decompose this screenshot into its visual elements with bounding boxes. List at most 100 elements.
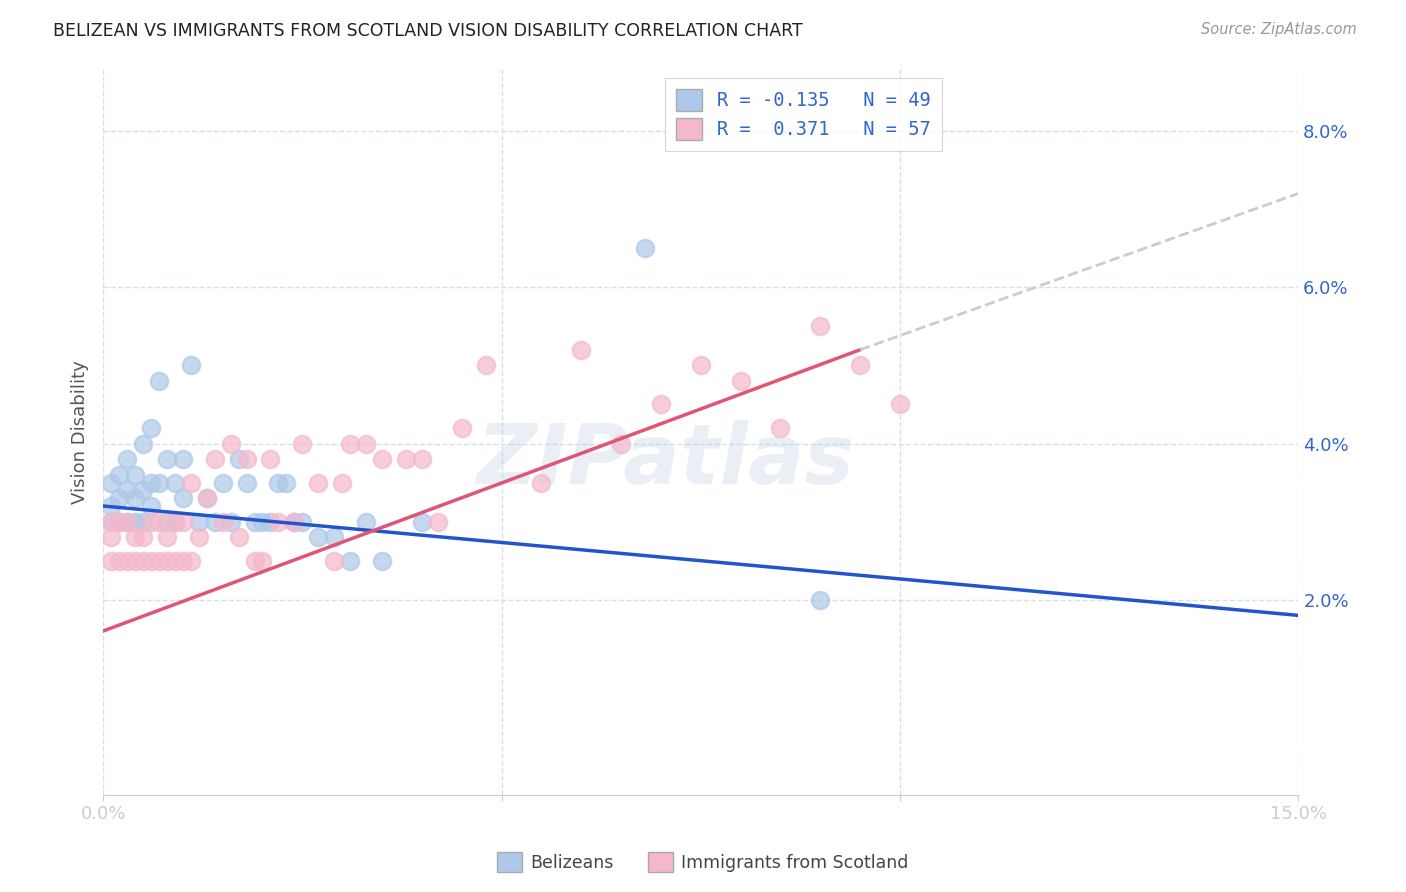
Point (124, 530, 146, 544)
Y-axis label: Vision Disability: Vision Disability (72, 359, 89, 504)
Legend: Belizeans, Immigrants from Scotland: Belizeans, Immigrants from Scotland (491, 845, 915, 879)
Point (163, 515, 186, 529)
Text: Source: ZipAtlas.com: Source: ZipAtlas.com (1201, 22, 1357, 37)
Point (228, 530, 250, 544)
Point (139, 475, 162, 490)
Point (100, 515, 122, 529)
Point (156, 452, 179, 467)
Point (108, 515, 131, 529)
Point (139, 515, 162, 529)
Point (411, 452, 433, 467)
Point (395, 452, 418, 467)
Point (291, 515, 314, 529)
Point (450, 421, 472, 435)
Point (411, 515, 433, 529)
Point (148, 554, 170, 568)
Point (132, 483, 155, 498)
Point (204, 452, 226, 467)
Point (100, 499, 122, 513)
Point (187, 515, 209, 529)
Point (371, 554, 394, 568)
Point (730, 374, 752, 388)
Point (267, 475, 290, 490)
Point (243, 515, 266, 529)
Point (889, 397, 911, 411)
Legend: R = -0.135   N = 49, R =  0.371   N = 57: R = -0.135 N = 49, R = 0.371 N = 57 (665, 78, 942, 152)
Point (307, 475, 329, 490)
Point (235, 475, 257, 490)
Point (283, 515, 305, 529)
Point (689, 359, 711, 373)
Point (371, 452, 394, 467)
Point (650, 397, 672, 411)
Point (115, 515, 138, 529)
Point (132, 530, 155, 544)
Point (100, 515, 122, 529)
Point (108, 554, 131, 568)
Point (354, 515, 377, 529)
Point (252, 515, 274, 529)
Point (115, 554, 138, 568)
Point (228, 452, 250, 467)
Point (115, 515, 138, 529)
Point (808, 319, 831, 334)
Point (124, 515, 146, 529)
Point (124, 491, 146, 506)
Point (339, 436, 361, 450)
Point (530, 475, 553, 490)
Point (283, 515, 305, 529)
Point (211, 515, 233, 529)
Point (187, 530, 209, 544)
Point (148, 475, 170, 490)
Point (235, 452, 257, 467)
Point (204, 515, 226, 529)
Point (195, 491, 218, 506)
Point (132, 515, 155, 529)
Point (211, 475, 233, 490)
Point (163, 515, 186, 529)
Point (219, 515, 242, 529)
Point (849, 359, 872, 373)
Point (195, 491, 218, 506)
Point (307, 530, 329, 544)
Point (163, 554, 186, 568)
Point (156, 554, 179, 568)
Point (139, 499, 162, 513)
Point (108, 491, 131, 506)
Point (124, 467, 146, 482)
Point (180, 475, 202, 490)
Point (323, 530, 346, 544)
Point (172, 515, 194, 529)
Point (259, 515, 281, 529)
Point (163, 475, 186, 490)
Point (276, 475, 298, 490)
Point (259, 452, 281, 467)
Point (139, 421, 162, 435)
Point (108, 515, 131, 529)
Point (100, 554, 122, 568)
Point (180, 359, 202, 373)
Point (291, 436, 314, 450)
Point (634, 241, 657, 255)
Point (148, 515, 170, 529)
Point (139, 554, 162, 568)
Point (474, 359, 496, 373)
Point (610, 436, 633, 450)
Point (115, 452, 138, 467)
Point (132, 436, 155, 450)
Text: ZIPatlas: ZIPatlas (477, 420, 853, 501)
Point (100, 475, 122, 490)
Point (569, 343, 592, 357)
Point (172, 491, 194, 506)
Point (330, 475, 353, 490)
Point (426, 515, 449, 529)
Point (172, 452, 194, 467)
Point (339, 554, 361, 568)
Point (124, 554, 146, 568)
Point (108, 467, 131, 482)
Point (243, 554, 266, 568)
Point (323, 554, 346, 568)
Point (148, 374, 170, 388)
Point (769, 421, 792, 435)
Point (252, 554, 274, 568)
